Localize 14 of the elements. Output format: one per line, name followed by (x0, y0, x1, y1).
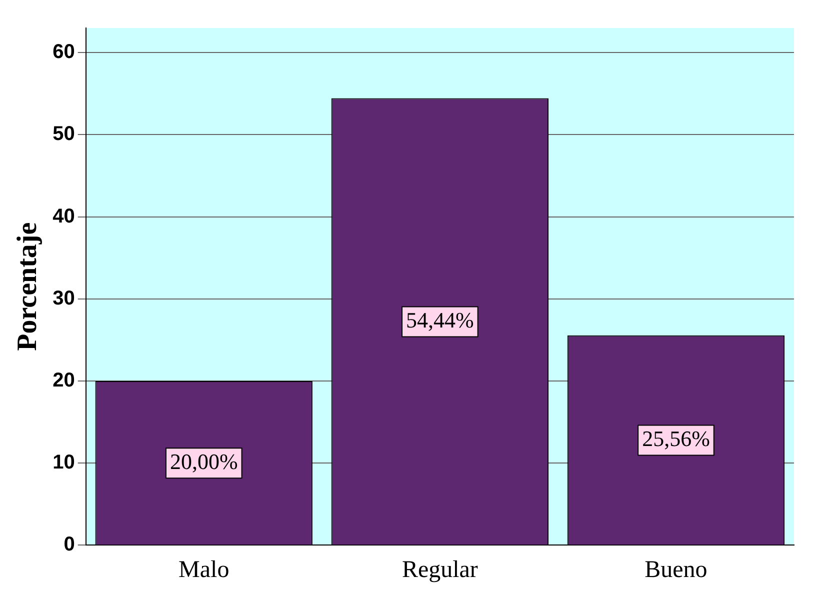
data-label: 20,00% (170, 448, 238, 474)
y-axis-title: Porcentaje (12, 222, 44, 351)
y-tick-label: 30 (52, 287, 75, 310)
y-tick-label: 10 (52, 452, 75, 474)
x-tick-label: Bueno (644, 556, 708, 583)
data-label: 25,56% (642, 426, 710, 452)
y-tick-label: 20 (52, 370, 75, 392)
y-tick-label: 0 (64, 534, 75, 556)
x-tick-label: Malo (178, 556, 230, 583)
y-tick-label: 60 (52, 41, 75, 64)
y-tick-label: 40 (52, 205, 75, 228)
x-tick-label: Regular (402, 556, 478, 583)
data-label: 54,44% (406, 308, 474, 333)
y-tick-label: 50 (52, 123, 75, 146)
